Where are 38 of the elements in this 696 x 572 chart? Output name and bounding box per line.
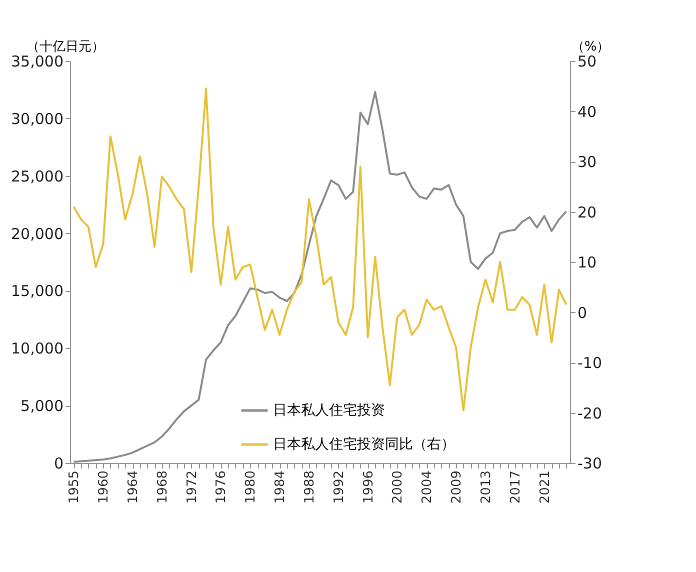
x-tick-label: 1988 <box>302 470 318 504</box>
x-tick-label: 1980 <box>244 470 259 504</box>
y2-axis-title: （%） <box>571 40 610 54</box>
y-tick-label: 35,000 <box>11 52 64 70</box>
y2-tick-label: 40 <box>578 102 597 121</box>
y-tick-label: 30,000 <box>11 110 64 128</box>
y-tick-label: 5,000 <box>20 397 64 416</box>
legend-label: 日本私人住宅投资 <box>273 402 385 418</box>
x-tick-label: 2021 <box>538 470 553 504</box>
x-tick-label: 2017 <box>508 470 524 504</box>
y-axis-title: （十亿日元） <box>26 40 104 54</box>
y2-tick-label: 0 <box>578 304 588 322</box>
legend-label: 日本私人住宅投资同比（右） <box>273 436 455 452</box>
y-tick-label: 20,000 <box>11 224 64 243</box>
x-tick-label: 1992 <box>332 470 347 504</box>
y-tick-label: 10,000 <box>11 340 64 358</box>
x-tick-label: 2004 <box>420 470 436 504</box>
y2-tick-label: -20 <box>578 404 602 422</box>
y-tick-label: 25,000 <box>11 167 64 186</box>
x-tick-label: 1984 <box>273 470 288 504</box>
x-tick-label: 1996 <box>361 470 376 504</box>
x-tick-label: 2013 <box>478 470 494 504</box>
y2-tick-label: -10 <box>578 354 602 372</box>
x-tick-label: 1960 <box>96 470 112 504</box>
y2-tick-label: -30 <box>578 454 602 472</box>
y2-tick-label: 10 <box>578 254 597 272</box>
x-tick-label: 2000 <box>390 470 406 504</box>
x-tick-label: 1968 <box>155 470 170 504</box>
x-tick-label: 1976 <box>214 470 230 504</box>
y2-tick-label: 30 <box>578 153 597 171</box>
y-tick-label: 0 <box>54 454 64 472</box>
y2-tick-label: 50 <box>578 52 597 70</box>
y2-tick-label: 20 <box>578 203 597 222</box>
x-tick-label: 1955 <box>67 470 82 504</box>
x-tick-label: 2009 <box>450 470 465 504</box>
y-tick-label: 15,000 <box>11 282 64 300</box>
x-tick-label: 1964 <box>126 470 141 504</box>
x-tick-label: 1972 <box>184 470 200 504</box>
